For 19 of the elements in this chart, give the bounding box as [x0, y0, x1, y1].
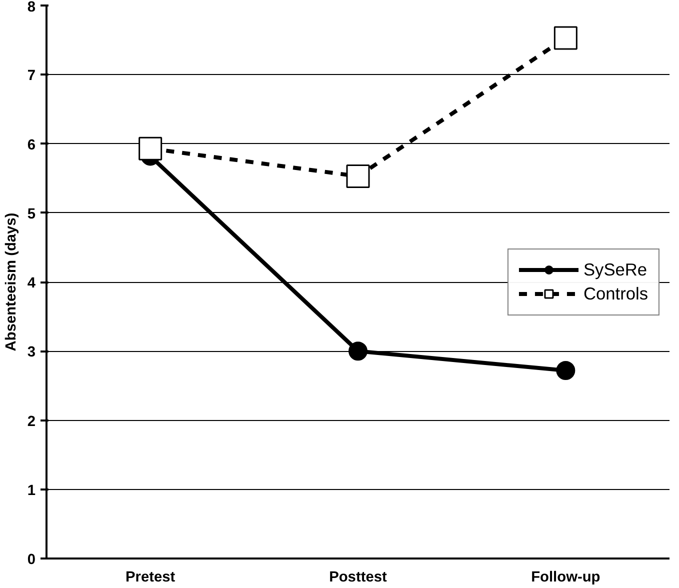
- legend-label: SySeRe: [583, 259, 648, 280]
- y-tick-label: 1: [27, 482, 36, 499]
- y-tick-label: 0: [27, 552, 36, 568]
- y-tick-label: 5: [27, 206, 36, 222]
- point: [138, 136, 162, 160]
- x-tick-label: Follow-up: [531, 570, 600, 586]
- point: [348, 342, 368, 361]
- y-tick-label: 2: [27, 414, 36, 430]
- y-tick-label: 4: [27, 276, 36, 292]
- y-axis-title: Absenteeism (days): [3, 212, 20, 352]
- x-tick-label: Posttest: [329, 570, 388, 586]
- y-tick-label: 3: [27, 344, 36, 361]
- x-tick-label: Pretest: [125, 570, 176, 586]
- point: [554, 26, 578, 50]
- y-tick-label: 6: [27, 137, 36, 154]
- y-tick-label: 7: [27, 68, 36, 84]
- point: [556, 361, 576, 380]
- y-tick-label: 8: [27, 0, 36, 16]
- legend-label: Controls: [583, 283, 648, 304]
